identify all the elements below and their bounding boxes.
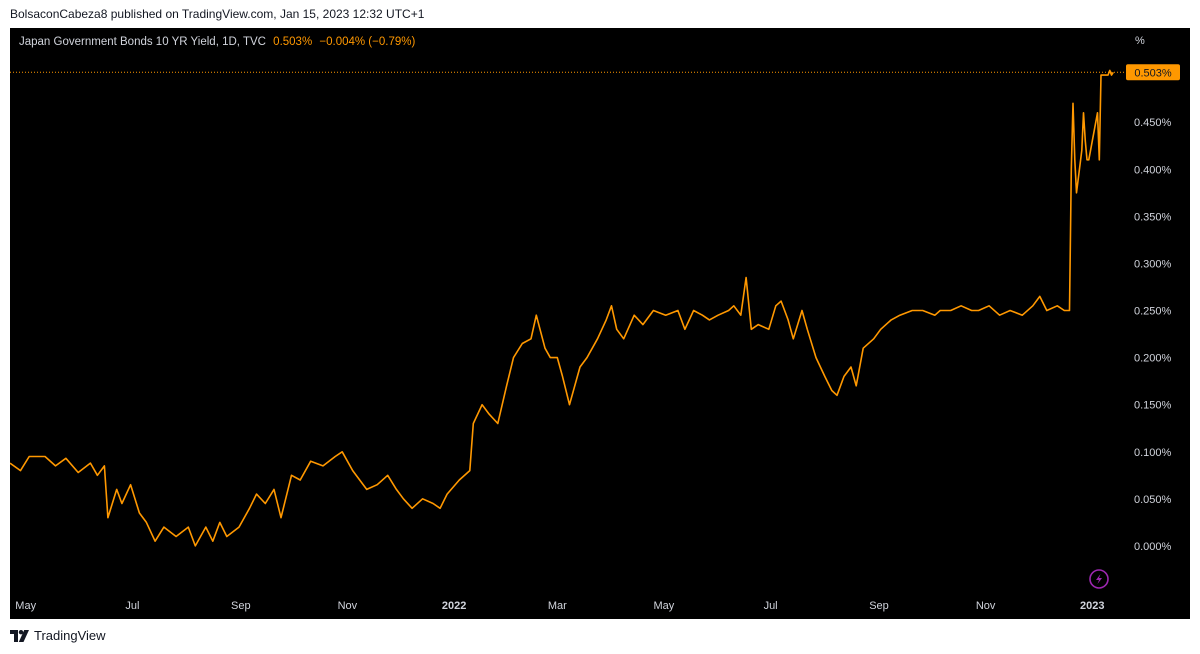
flash-icon[interactable]	[1089, 569, 1109, 589]
y-tick-label: 0.400%	[1134, 164, 1172, 176]
chart-svg[interactable]: 0.000% 0.050% 0.100% 0.150% 0.200% 0.250% 0.30…	[10, 28, 1190, 619]
price-scale[interactable]: 0.000% 0.050% 0.100% 0.150% 0.200% 0.250% 0.30…	[1134, 117, 1172, 553]
x-tick-label: Nov	[976, 600, 996, 612]
chart-pane[interactable]: 0.000% 0.050% 0.100% 0.150% 0.200% 0.250% 0.30…	[10, 28, 1190, 619]
x-tick-label: 2022	[442, 600, 466, 612]
last-price-badge	[1126, 64, 1180, 81]
x-tick-label: Sep	[231, 600, 251, 612]
footer-brand[interactable]: TradingView	[10, 628, 106, 643]
publisher-line: BolsaconCabeza8 published on TradingView…	[10, 7, 425, 21]
y-tick-label: 0.050%	[1134, 494, 1172, 506]
x-tick-label: May	[654, 600, 675, 612]
x-tick-label: Sep	[869, 600, 889, 612]
x-tick-label: Mar	[548, 600, 567, 612]
series-line[interactable]	[10, 69, 1114, 547]
price-scale-unit: %	[1135, 35, 1145, 47]
y-tick-label: 0.450%	[1134, 117, 1172, 129]
x-tick-label: Jul	[125, 600, 139, 612]
y-tick-label: 0.000%	[1134, 541, 1172, 553]
legend-last-value: 0.503%	[273, 36, 313, 48]
tradingview-logo-icon	[10, 629, 29, 642]
x-tick-label: 2023	[1080, 600, 1104, 612]
y-tick-label: 0.100%	[1134, 447, 1172, 459]
y-tick-label: 0.300%	[1134, 258, 1172, 270]
y-tick-label: 0.200%	[1134, 353, 1172, 365]
x-tick-label: May	[15, 600, 36, 612]
legend-change: −0.004% (−0.79%)	[319, 36, 416, 48]
last-price-badge-label: 0.503%	[1134, 67, 1172, 79]
plot-area: 0.503%	[10, 64, 1180, 547]
legend-symbol: Japan Government Bonds 10 YR Yield, 1D, …	[19, 36, 266, 48]
series-legend[interactable]: Japan Government Bonds 10 YR Yield, 1D, …	[19, 36, 415, 48]
x-tick-label: Nov	[338, 600, 358, 612]
footer-brand-label: TradingView	[34, 628, 106, 643]
x-tick-label: Jul	[764, 600, 778, 612]
time-scale[interactable]: May Jul Sep Nov 2022 Mar May Jul Sep Nov 2023	[15, 600, 1104, 612]
y-tick-label: 0.250%	[1134, 306, 1172, 318]
y-tick-label: 0.150%	[1134, 400, 1172, 412]
y-tick-label: 0.350%	[1134, 211, 1172, 223]
